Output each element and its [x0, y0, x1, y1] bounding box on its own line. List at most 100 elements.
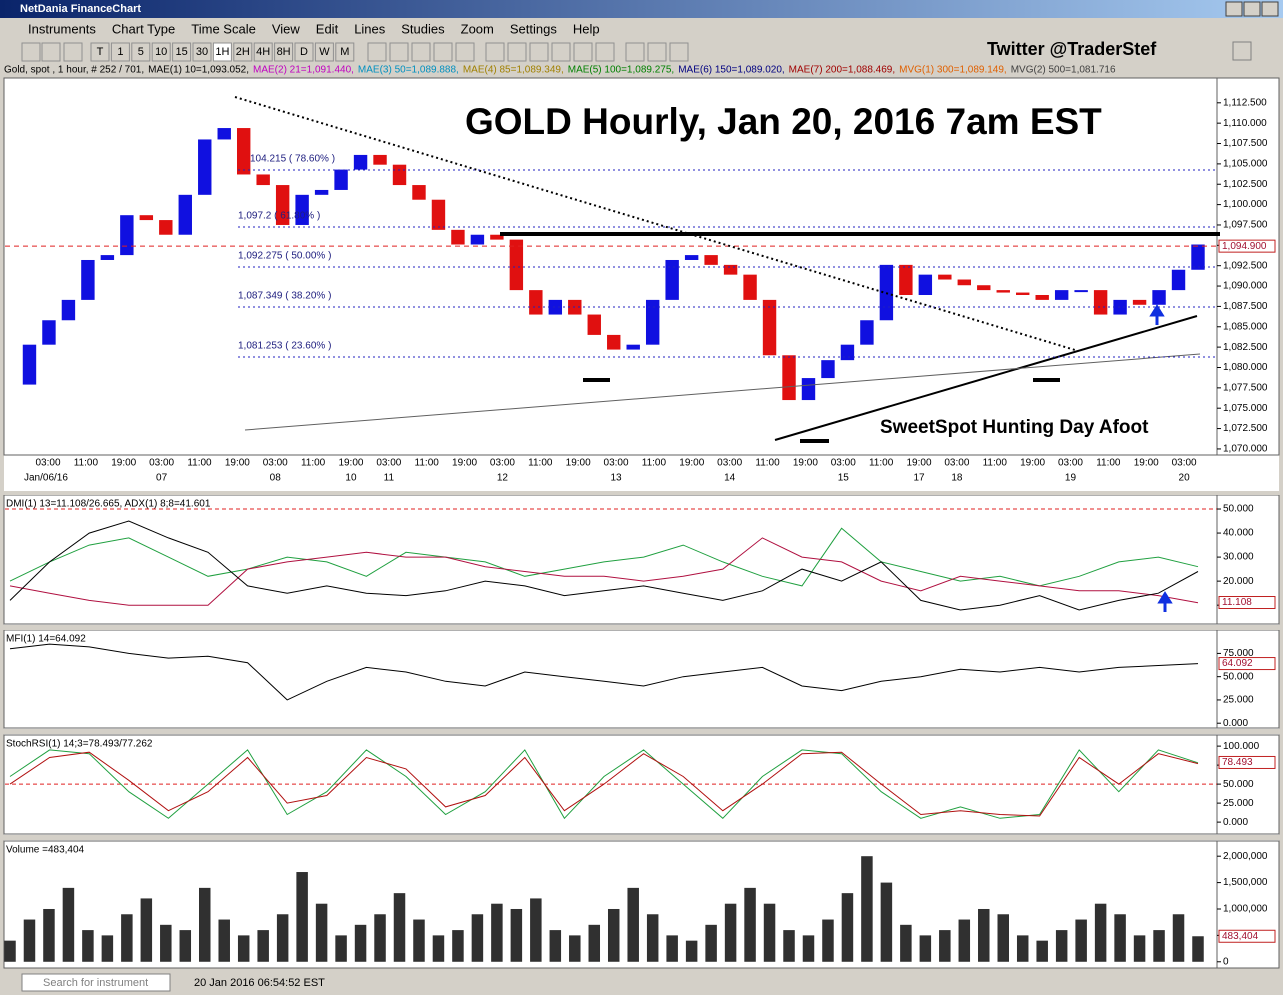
candle — [899, 264, 913, 296]
y-tick-label: 100.000 — [1223, 741, 1260, 752]
timeframe-button[interactable] — [90, 42, 110, 62]
volume-bar — [1094, 903, 1107, 962]
timeframe-button[interactable] — [212, 42, 232, 62]
menu-item[interactable]: Settings — [510, 21, 557, 36]
tool-button[interactable] — [367, 42, 387, 62]
search-box[interactable] — [21, 973, 171, 992]
tool-button[interactable] — [433, 42, 453, 62]
timeframe-label[interactable]: 5 — [138, 46, 144, 58]
tool-button[interactable] — [455, 42, 475, 62]
timeframe-label[interactable]: 1H — [215, 46, 229, 58]
tool-button[interactable] — [63, 42, 83, 62]
x-tick-label: 03:00 — [717, 458, 742, 469]
timeframe-button[interactable] — [335, 42, 355, 62]
timeframe-label[interactable]: 8H — [277, 46, 291, 58]
y-tick-label: 1,082.500 — [1223, 342, 1268, 353]
timeframe-button[interactable] — [131, 42, 151, 62]
timeframe-button[interactable] — [110, 42, 130, 62]
volume-bar — [783, 930, 795, 962]
timeframe-label[interactable]: 15 — [175, 46, 187, 58]
tool-button[interactable] — [389, 42, 409, 62]
timeframe-button[interactable] — [294, 42, 314, 62]
last-value-label: 1,094.900 — [1222, 241, 1267, 252]
volume-bar — [549, 930, 562, 962]
timeframe-button[interactable] — [172, 42, 192, 62]
toolbar: T 1 5 10 15 30 1H 2H 4H 8H D W M — [21, 42, 689, 62]
candle — [81, 259, 95, 300]
y-tick-label: 1,072.500 — [1223, 423, 1268, 434]
tool-button[interactable] — [647, 42, 667, 62]
menu-item[interactable]: Time Scale — [191, 21, 256, 36]
fib-label: 1,097.2 ( 61.80% ) — [238, 211, 320, 222]
timeframe-button[interactable] — [274, 42, 294, 62]
menu-item[interactable]: Lines — [354, 21, 386, 36]
candle — [1093, 290, 1108, 315]
candle — [645, 299, 660, 345]
volume-bar — [218, 919, 230, 962]
timeframe-label[interactable]: M — [340, 46, 349, 58]
menu-item[interactable]: Studies — [401, 21, 445, 36]
candle — [256, 174, 270, 186]
timeframe-label[interactable]: W — [319, 46, 330, 58]
y-tick-label: 40.000 — [1223, 528, 1254, 539]
candle — [1191, 244, 1205, 270]
title-bar — [0, 0, 1283, 18]
last-value-label: 78.493 — [1222, 757, 1253, 768]
timeframe-label[interactable]: T — [97, 46, 104, 58]
tool-button[interactable] — [551, 42, 571, 62]
window-buttons[interactable] — [1225, 1, 1279, 17]
candle — [159, 220, 173, 235]
panel-frame — [3, 77, 1280, 456]
x-tick-label: 19:00 — [1134, 458, 1159, 469]
x-tick-label: 19:00 — [679, 458, 704, 469]
timeframe-label[interactable]: 2H — [236, 46, 250, 58]
volume-bar — [335, 935, 347, 962]
menu-item[interactable]: View — [272, 21, 301, 36]
tool-button[interactable] — [573, 42, 593, 62]
tool-button[interactable] — [485, 42, 505, 62]
tool-button[interactable] — [625, 42, 645, 62]
menu-item[interactable]: Instruments — [28, 21, 96, 36]
timeframe-label[interactable]: 1 — [117, 46, 123, 58]
x-date-label: 13 — [610, 473, 622, 484]
tool-button[interactable] — [529, 42, 549, 62]
x-tick-label: 11:00 — [642, 458, 667, 469]
x-date-label: 20 — [1179, 473, 1191, 484]
tool-button[interactable] — [21, 42, 41, 62]
status-datetime: 20 Jan 2016 06:54:52 EST — [194, 977, 325, 989]
volume-bar — [199, 887, 211, 962]
timeframe-button[interactable] — [253, 42, 273, 62]
timeframe-button[interactable] — [192, 42, 212, 62]
volume-bar — [627, 887, 639, 962]
menu-bar: Instruments Chart Type Time Scale View Edit L… — [28, 21, 600, 36]
timeframe-button[interactable] — [233, 42, 253, 62]
x-tick-label: 11:00 — [187, 458, 212, 469]
volume-bar — [121, 914, 133, 962]
y-tick-label: 1,107.500 — [1223, 138, 1268, 149]
timeframe-label[interactable]: D — [300, 46, 308, 58]
menu-item[interactable]: Edit — [316, 21, 339, 36]
timeframe-label[interactable]: 10 — [155, 46, 167, 58]
timeframe-button[interactable] — [314, 42, 334, 62]
tool-button[interactable] — [41, 42, 61, 62]
close-button[interactable] — [1232, 41, 1252, 61]
search-placeholder[interactable]: Search for instrument — [43, 977, 148, 989]
tool-button[interactable] — [411, 42, 431, 62]
info-item: MAE(4) 85=1,089.349, — [463, 65, 564, 76]
x-tick-label: 11:00 — [528, 458, 553, 469]
menu-item[interactable]: Chart Type — [112, 21, 175, 36]
tool-button[interactable] — [595, 42, 615, 62]
volume-bar — [101, 935, 114, 962]
timeframe-label[interactable]: 4H — [256, 46, 270, 58]
candle — [373, 154, 387, 165]
tool-button[interactable] — [669, 42, 689, 62]
timeframe-label[interactable]: 30 — [196, 46, 208, 58]
tool-button[interactable] — [507, 42, 527, 62]
timeframe-button[interactable] — [151, 42, 171, 62]
menu-item[interactable]: Help — [573, 21, 600, 36]
y-tick-label: 1,100.000 — [1223, 199, 1268, 210]
menu-item[interactable]: Zoom — [461, 21, 494, 36]
last-value-label: 11.108 — [1222, 597, 1252, 608]
candle — [353, 154, 368, 170]
